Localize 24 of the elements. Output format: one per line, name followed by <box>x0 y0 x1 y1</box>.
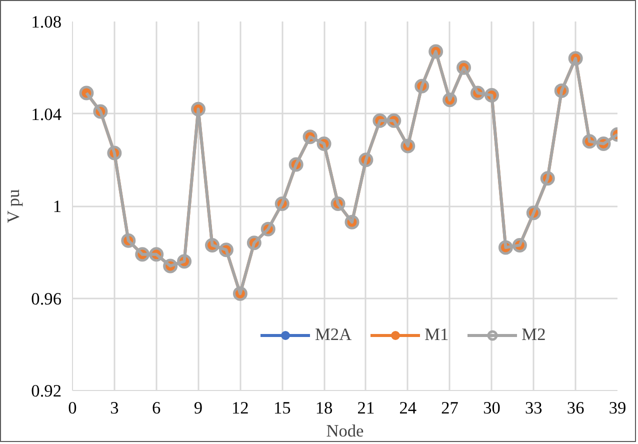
x-tick-label: 24 <box>399 398 417 418</box>
x-tick-label: 9 <box>194 398 203 418</box>
legend-label: M1 <box>424 325 449 345</box>
y-axis-title: V pu <box>4 188 24 224</box>
x-tick-label: 3 <box>110 398 119 418</box>
legend-label: M2 <box>522 325 546 345</box>
y-tick-label: 1.04 <box>31 104 62 124</box>
x-tick-label: 18 <box>315 398 333 418</box>
x-tick-label: 36 <box>566 398 585 418</box>
x-tick-label: 0 <box>68 398 77 418</box>
x-tick-label: 27 <box>441 398 459 418</box>
x-tick-label: 6 <box>152 398 162 418</box>
y-tick-label: 1 <box>52 197 62 216</box>
x-tick-label: 21 <box>357 398 375 418</box>
x-tick-label: 39 <box>608 398 626 418</box>
legend-label: M2A <box>315 325 352 345</box>
y-tick-label: 1.08 <box>31 12 62 32</box>
y-tick-label: 0.96 <box>31 289 62 308</box>
x-tick-label: 30 <box>483 398 500 418</box>
x-axis-title: Node <box>326 422 364 440</box>
x-tick-label: 15 <box>273 398 291 418</box>
y-tick-label: 0.92 <box>31 382 62 400</box>
x-tick-label: 12 <box>232 398 249 418</box>
x-tick-label: 33 <box>524 398 542 418</box>
